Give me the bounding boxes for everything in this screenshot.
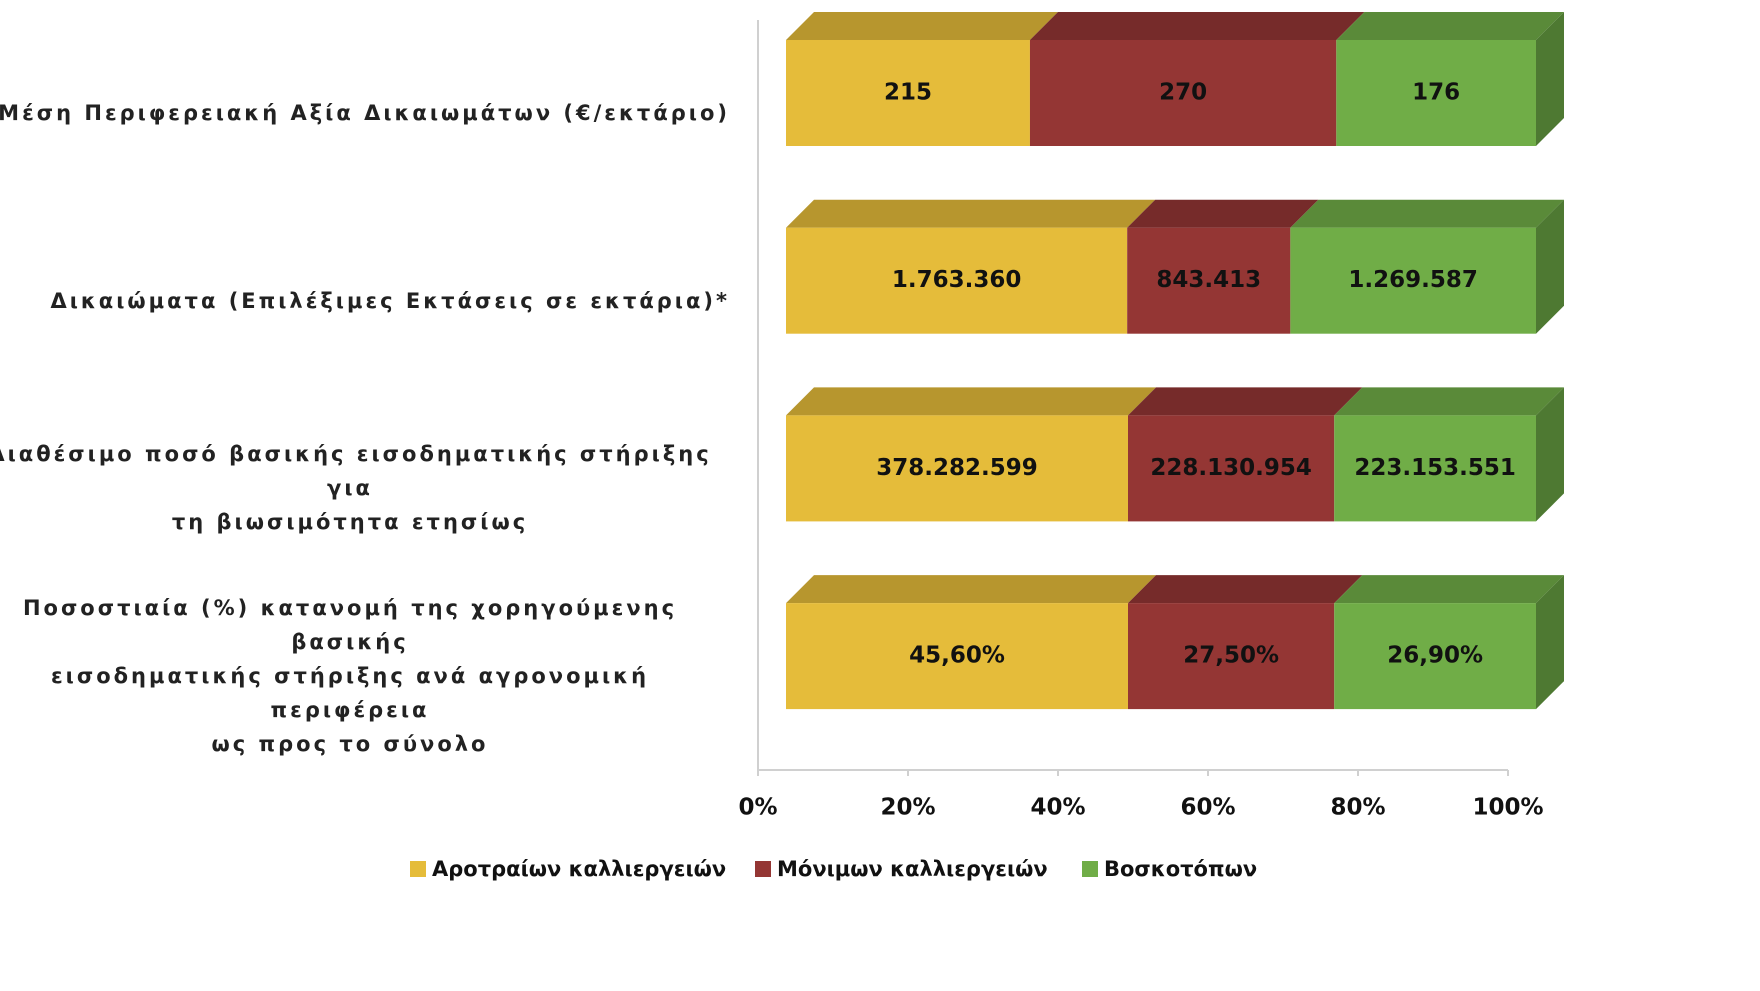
legend-swatch — [410, 861, 426, 877]
bar — [1290, 227, 1536, 334]
x-tick-label: 0% — [738, 795, 777, 821]
value-label: 1.269.587 — [1348, 267, 1478, 293]
value-label: 26,90% — [1387, 643, 1483, 669]
legend-label: Μόνιμων καλλιεργειών — [777, 857, 1048, 881]
value-label: 27,50% — [1183, 643, 1279, 669]
bar — [786, 415, 1128, 522]
category-label: Ποσοστιαία (%) κατανομή της χορηγούμενης… — [22, 596, 678, 757]
x-tick-label: 100% — [1472, 795, 1543, 821]
bar-top — [1029, 12, 1365, 40]
legend-swatch — [1082, 861, 1098, 877]
bar — [786, 603, 1128, 710]
bar-side — [1536, 387, 1564, 522]
bar — [1128, 415, 1335, 522]
bar-top — [1334, 387, 1564, 416]
bar-side — [1536, 12, 1564, 146]
category-label: Δικαιώματα (Επιλέξιμες Εκτάσεις σε εκτάρ… — [50, 288, 730, 313]
value-label: 1.763.360 — [892, 267, 1022, 293]
value-label: 228.130.954 — [1150, 455, 1312, 481]
bar-side — [1536, 199, 1564, 334]
legend-swatch — [755, 861, 771, 877]
legend-label: Βοσκοτόπων — [1104, 857, 1257, 881]
bar-top — [1336, 12, 1564, 40]
x-tick-label: 20% — [880, 795, 935, 821]
value-label: 223.153.551 — [1354, 455, 1516, 481]
bar — [1334, 603, 1536, 710]
value-label: 843.413 — [1156, 267, 1261, 293]
value-label: 270 — [1159, 80, 1207, 106]
x-tick-label: 60% — [1180, 795, 1235, 821]
value-label: 215 — [884, 80, 932, 106]
value-label: 45,60% — [909, 643, 1005, 669]
bar-top — [786, 387, 1156, 416]
legend-label: Αροτραίων καλλιεργειών — [432, 857, 726, 881]
bar — [786, 40, 1030, 146]
bar — [1334, 415, 1536, 522]
x-tick-label: 80% — [1330, 795, 1385, 821]
category-label: Διαθέσιμο ποσό βασικής εισοδηματικής στή… — [0, 442, 712, 535]
bar-top — [1290, 199, 1564, 228]
bar — [786, 227, 1128, 334]
value-label: 378.282.599 — [876, 455, 1038, 481]
bar-top — [786, 199, 1156, 228]
bar-side — [1536, 575, 1564, 710]
value-label: 176 — [1412, 80, 1460, 106]
category-label: Μέση Περιφερειακή Αξία Δικαιωμάτων (€/εκ… — [0, 101, 730, 125]
bar-top — [1128, 387, 1363, 416]
bar-top — [786, 575, 1156, 604]
bar-top — [786, 12, 1058, 40]
bar — [1029, 40, 1337, 146]
bar-top — [1127, 199, 1319, 228]
x-tick-label: 40% — [1030, 795, 1085, 821]
bar-top — [1128, 575, 1363, 604]
bar-top — [1334, 575, 1564, 604]
bar — [1127, 227, 1291, 334]
bar — [1128, 603, 1335, 710]
bar — [1336, 40, 1536, 146]
